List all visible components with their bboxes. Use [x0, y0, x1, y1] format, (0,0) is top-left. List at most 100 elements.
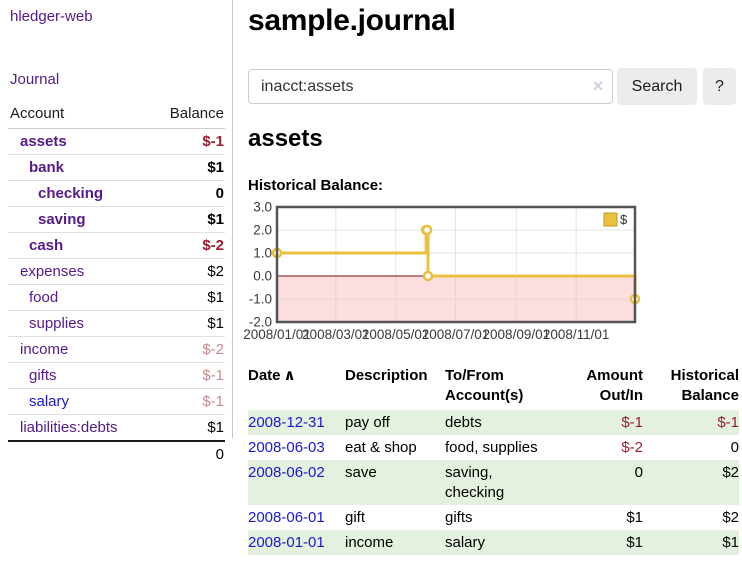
account-balance: $1 — [150, 206, 225, 233]
historical-balance-chart: 3.0 2.0 1.0 0.0 -1.0 -2.02008/01/012008/03/01… — [243, 200, 641, 342]
account-row: saving $1 — [8, 206, 225, 233]
transaction-row: 2008-06-01 gift gifts $1 $2 — [248, 505, 739, 530]
account-link[interactable]: salary — [29, 393, 70, 410]
brand-link[interactable]: hledger-web — [10, 8, 93, 25]
transaction-balance: $1 — [722, 534, 739, 551]
account-link[interactable]: income — [20, 341, 69, 358]
transaction-description: save — [345, 464, 377, 481]
account-row: supplies $1 — [8, 310, 225, 337]
accounts-header-balance: Balance — [150, 101, 225, 129]
legend-swatch — [603, 212, 618, 227]
x-tick-label: 2008/01/01 — [243, 327, 311, 342]
account-row: liabilities:debts $1 — [8, 414, 225, 442]
register-header-description: Description — [345, 367, 428, 384]
x-tick-label: 2008/09/01 — [483, 327, 551, 342]
transaction-accounts: food, supplies — [445, 439, 538, 456]
accounts-total-spacer — [8, 440, 151, 467]
transaction-balance: 0 — [730, 439, 739, 456]
account-row: salary $-1 — [8, 388, 225, 415]
transaction-balance: $2 — [722, 509, 739, 526]
account-link[interactable]: liabilities:debts — [20, 419, 118, 436]
account-balance: $2 — [150, 258, 225, 285]
y-tick-label: -2.0 — [249, 315, 272, 330]
account-balance: 0 — [150, 180, 225, 207]
sidebar: hledger-web Journal Account Balance asse… — [0, 0, 233, 467]
register-rows: 2008-12-31 pay off debts $-1 $-1 2008-06-03 ea… — [248, 410, 739, 555]
transaction-date: 2008-06-01 — [248, 505, 345, 530]
account-link[interactable]: food — [29, 289, 59, 306]
transaction-row: 2008-01-01 income salary $1 $1 — [248, 530, 739, 555]
transaction-accounts: gifts — [445, 509, 473, 526]
transaction-row: 2008-06-02 save saving, checking 0 $2 — [248, 460, 739, 505]
transaction-amount: $1 — [626, 509, 643, 526]
transaction-row: 2008-06-03 eat & shop food, supplies $-2 0 — [248, 435, 739, 460]
clear-search-icon[interactable]: × — [592, 76, 604, 96]
register-header-amount: Amount Out/In — [586, 367, 643, 404]
accounts-total-row: 0 — [8, 440, 225, 467]
account-balance: $1 — [150, 154, 225, 181]
transaction-date-link[interactable]: 2008-06-01 — [248, 509, 325, 526]
account-balance: $-1 — [150, 388, 225, 415]
chart-border — [275, 205, 637, 324]
x-tick-label: 2008/03/01 — [302, 327, 370, 342]
transaction-description: eat & shop — [345, 439, 417, 456]
chart-data-point — [422, 270, 434, 282]
accounts-total-value: 0 — [150, 440, 225, 467]
transaction-description: income — [345, 534, 394, 551]
register-header-accounts: To/From Account(s) — [445, 367, 524, 404]
transaction-amount: $1 — [626, 534, 643, 551]
register-header-date[interactable]: Date ∧ — [248, 367, 296, 384]
transaction-date: 2008-01-01 — [248, 530, 345, 555]
account-link[interactable]: gifts — [29, 367, 57, 384]
legend-label: $ — [620, 212, 628, 227]
transaction-accounts: salary — [445, 534, 486, 551]
account-rows: assets $-1 bank $1 checking 0 saving $1 cash $-2 e… — [8, 128, 225, 442]
transaction-row: 2008-12-31 pay off debts $-1 $-1 — [248, 410, 739, 435]
transaction-accounts: debts — [445, 414, 482, 431]
accounts-header-account: Account — [8, 101, 151, 129]
y-tick-label: 2.0 — [253, 223, 272, 238]
account-row: food $1 — [8, 284, 225, 311]
y-tick-label: 0.0 — [253, 269, 272, 284]
search-input[interactable] — [248, 69, 613, 104]
x-tick-label: 2008/05/01 — [362, 327, 430, 342]
transaction-date-link[interactable]: 2008-06-03 — [248, 439, 325, 456]
account-link[interactable]: cash — [29, 237, 64, 254]
accounts-table: Account Balance assets $-1 bank $1 checking 0… — [8, 101, 225, 467]
account-balance: $-2 — [150, 232, 225, 259]
transaction-accounts: saving, checking — [445, 464, 505, 501]
transaction-date: 2008-12-31 — [248, 410, 345, 435]
register-table: Date ∧ Description To/From Account(s) Amo… — [248, 362, 739, 555]
account-link[interactable]: bank — [29, 159, 65, 176]
account-link[interactable]: assets — [20, 133, 67, 150]
account-row: gifts $-1 — [8, 362, 225, 389]
transaction-date: 2008-06-02 — [248, 460, 345, 505]
y-tick-label: 1.0 — [253, 246, 272, 261]
account-link[interactable]: expenses — [20, 263, 85, 280]
transaction-date-link[interactable]: 2008-06-02 — [248, 464, 325, 481]
account-row: income $-2 — [8, 336, 225, 363]
search-button[interactable]: Search — [617, 68, 697, 105]
account-row: checking 0 — [8, 180, 225, 207]
account-link[interactable]: checking — [38, 185, 104, 202]
transaction-date: 2008-06-03 — [248, 435, 345, 460]
sidebar-item-journal[interactable]: Journal — [10, 71, 60, 88]
transaction-description: gift — [345, 509, 366, 526]
transaction-date-link[interactable]: 2008-01-01 — [248, 534, 325, 551]
sort-ascending-icon: ∧ — [283, 367, 296, 384]
transaction-date-link[interactable]: 2008-12-31 — [248, 414, 325, 431]
account-link[interactable]: supplies — [29, 315, 85, 332]
transaction-balance: $2 — [722, 464, 739, 481]
transaction-amount: $-1 — [621, 414, 643, 431]
account-balance: $-2 — [150, 336, 225, 363]
transaction-amount: 0 — [634, 464, 643, 481]
account-balance: $-1 — [150, 128, 225, 155]
account-row: assets $-1 — [8, 128, 225, 155]
account-balance: $-1 — [150, 362, 225, 389]
y-tick-label: 3.0 — [253, 200, 272, 215]
account-balance: $1 — [150, 414, 225, 442]
account-link[interactable]: saving — [38, 211, 86, 228]
transaction-description: pay off — [345, 414, 390, 431]
help-button[interactable]: ? — [703, 68, 736, 105]
